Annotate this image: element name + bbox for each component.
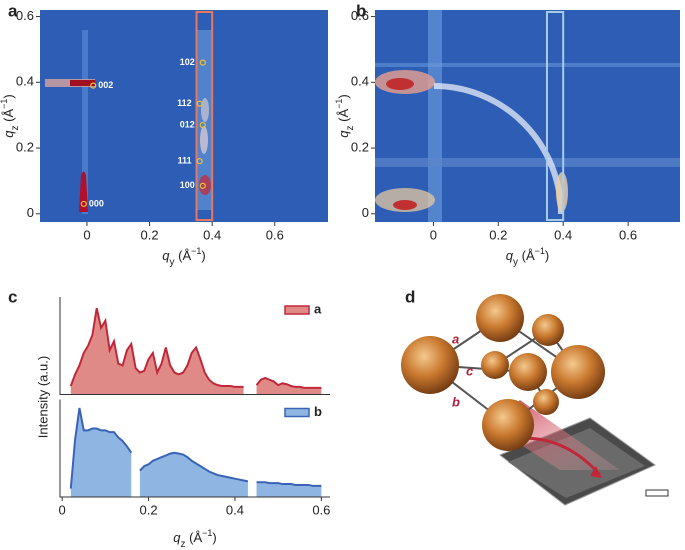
reflection-marker bbox=[80, 200, 87, 208]
x-tick-label: 0 bbox=[59, 502, 66, 517]
label-part: z bbox=[345, 126, 356, 131]
x-tick-label: 0.4 bbox=[226, 502, 244, 517]
y-tick-label: 0.2 bbox=[351, 139, 369, 154]
y-tick-label: 0 bbox=[27, 205, 34, 220]
label-part: (Å bbox=[175, 248, 192, 263]
x-tick-label: 0.2 bbox=[489, 227, 507, 242]
label-part: (Å bbox=[1, 109, 16, 126]
scattering-features bbox=[375, 10, 680, 222]
legend-label: a bbox=[314, 301, 322, 316]
label-part: −1 bbox=[334, 99, 344, 109]
area-fill bbox=[256, 377, 322, 395]
area-fill bbox=[139, 452, 248, 497]
reflection-marker bbox=[199, 182, 206, 189]
label-part: ) bbox=[545, 248, 549, 263]
x-tick-label: 0.2 bbox=[140, 502, 158, 517]
x-tick-label: 0.6 bbox=[619, 227, 637, 242]
reflection-marker bbox=[196, 100, 203, 107]
reflection-label: 000 bbox=[89, 198, 104, 208]
reflection-label: 012 bbox=[180, 119, 195, 129]
label-part: ) bbox=[336, 94, 351, 98]
y-tick-label: 0.2 bbox=[16, 139, 34, 154]
series-line bbox=[69, 407, 322, 489]
label-part: ) bbox=[212, 530, 216, 545]
axis-frame bbox=[59, 297, 330, 395]
panel-label: b bbox=[356, 1, 366, 20]
lattice-label: a bbox=[452, 331, 459, 346]
label-part: q bbox=[1, 130, 16, 138]
area-fill bbox=[70, 407, 132, 497]
label-part: z bbox=[181, 539, 186, 550]
reflection-marker bbox=[196, 158, 203, 165]
lattice-label: c bbox=[466, 363, 474, 378]
reflection-marker bbox=[199, 121, 206, 129]
lattice-illustration: d a c b bbox=[401, 287, 669, 506]
y-tick-label: 0 bbox=[362, 205, 369, 220]
axis-label: qy (Å−1) bbox=[506, 246, 549, 268]
axis-label: qz (Å−1) bbox=[0, 94, 21, 137]
panel-label: a bbox=[8, 1, 18, 20]
y-tick-label: 0.6 bbox=[351, 8, 369, 23]
label-part: −1 bbox=[202, 528, 212, 538]
label-part: −1 bbox=[0, 99, 9, 109]
y-tick-label: 0.4 bbox=[16, 74, 34, 89]
label-part: y bbox=[170, 257, 175, 268]
x-tick-label: 0.4 bbox=[554, 227, 572, 242]
x-tick-label: 0.6 bbox=[312, 502, 330, 517]
label-part: ) bbox=[1, 94, 16, 98]
axis-label: qz (Å−1) bbox=[173, 528, 216, 550]
label-part: ) bbox=[201, 248, 205, 263]
highlight-box bbox=[195, 11, 214, 221]
panel-label: d bbox=[405, 287, 415, 306]
area-fill bbox=[70, 308, 244, 395]
label-part: q bbox=[506, 248, 514, 263]
series-line bbox=[69, 307, 322, 389]
lattice-label: b bbox=[452, 394, 460, 409]
detector-image bbox=[375, 10, 680, 222]
panel-label: c bbox=[8, 287, 17, 306]
x-tick-label: 0.6 bbox=[266, 227, 284, 242]
x-tick-label: 0.2 bbox=[141, 227, 159, 242]
label-part: −1 bbox=[191, 246, 201, 256]
label-part: z bbox=[10, 126, 21, 131]
label-part: (Å bbox=[336, 109, 351, 126]
label-part: q bbox=[173, 530, 181, 545]
axis-label: qz (Å−1) bbox=[334, 94, 356, 137]
legend-swatch bbox=[284, 407, 310, 418]
reflection-marker bbox=[90, 82, 97, 89]
x-tick-label: 0.4 bbox=[203, 227, 221, 242]
legend-swatch bbox=[284, 305, 310, 315]
axis-label: qy (Å−1) bbox=[162, 246, 205, 268]
legend-label: b bbox=[314, 404, 322, 419]
reflection-label: 002 bbox=[98, 80, 113, 90]
label-part: (Å bbox=[186, 530, 203, 545]
label-part: −1 bbox=[535, 246, 545, 256]
label-part: q bbox=[336, 130, 351, 138]
reflection-label: 111 bbox=[178, 156, 192, 166]
label-part: y bbox=[513, 257, 518, 268]
y-tick-label: 0.6 bbox=[16, 8, 34, 23]
highlight-box bbox=[545, 11, 565, 221]
reflection-marker bbox=[199, 59, 206, 66]
axis-frame bbox=[59, 399, 330, 498]
reflection-label: 112 bbox=[177, 98, 192, 108]
y-tick-label: 0.4 bbox=[351, 74, 369, 89]
label-part: (Å bbox=[518, 248, 535, 263]
reflection-label: 100 bbox=[180, 180, 195, 190]
x-tick-label: 0 bbox=[430, 227, 437, 242]
axis-label: Intensity (a.u.) bbox=[35, 356, 50, 438]
scattering-features bbox=[45, 30, 212, 214]
reflection-label: 102 bbox=[180, 57, 195, 67]
label-part: q bbox=[162, 248, 170, 263]
x-tick-label: 0 bbox=[83, 227, 90, 242]
